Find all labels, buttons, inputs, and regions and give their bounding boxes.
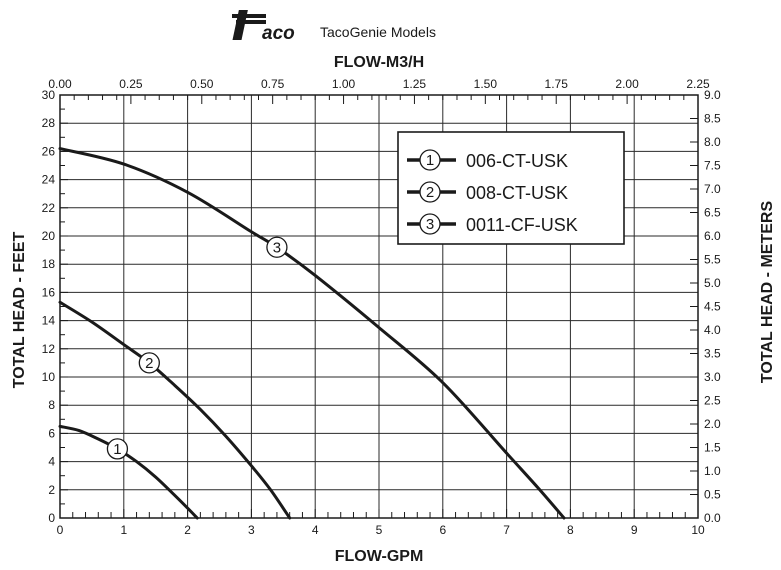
right-tick-label: 1.5: [704, 441, 721, 455]
right-tick-label: 6.0: [704, 229, 721, 243]
legend-label-3: 0011-CF-USK: [466, 215, 578, 235]
top-tick-label: 2.00: [615, 77, 639, 91]
left-tick-label: 10: [42, 370, 56, 384]
bottom-tick-label: 8: [567, 523, 574, 537]
top-tick-label: 0.25: [119, 77, 143, 91]
curve-2: [58, 300, 292, 520]
left-tick-label: 26: [42, 144, 56, 158]
legend-label-2: 008-CT-USK: [466, 183, 568, 203]
logo-wordmark: aco: [262, 23, 295, 44]
left-tick-label: 28: [42, 116, 56, 130]
left-tick-label: 4: [48, 455, 55, 469]
right-tick-label: 5.0: [704, 276, 721, 290]
left-tick-label: 14: [42, 314, 56, 328]
legend-label-1: 006-CT-USK: [466, 151, 568, 171]
curve-marker-label-3: 3: [273, 239, 281, 256]
legend-marker-3: [419, 213, 441, 235]
top-tick-label: 1.50: [474, 77, 498, 91]
legend-marker-label-1: 1: [426, 152, 434, 169]
left-tick-label: 18: [42, 257, 56, 271]
pump-curves: [58, 147, 566, 520]
left-axis-title: TOTAL HEAD - FEET: [11, 232, 28, 389]
bottom-tick-label: 6: [439, 523, 446, 537]
right-tick-label: 3.0: [704, 370, 721, 384]
top-tick-label: 1.25: [403, 77, 427, 91]
top-tick-label: 2.25: [686, 77, 710, 91]
bottom-axis-title: FLOW-GPM: [335, 548, 424, 565]
left-tick-label: 0: [48, 511, 55, 525]
left-tick-label: 24: [42, 173, 56, 187]
left-tick-label: 6: [48, 426, 55, 440]
bottom-tick-label: 7: [503, 523, 510, 537]
bottom-tick-label: 2: [184, 523, 191, 537]
bottom-tick-label: 9: [631, 523, 638, 537]
right-tick-label: 8.5: [704, 112, 721, 126]
left-tick-label: 20: [42, 229, 56, 243]
top-tick-label: 0.75: [261, 77, 285, 91]
curve-marker-1: [106, 438, 129, 460]
legend-marker-2: [419, 181, 441, 203]
legend: 1 006-CT-USK 2 008-CT-USK 3 0011-CF-USK: [397, 131, 625, 245]
curve-marker-2: [138, 352, 160, 374]
bottom-tick-label: 0: [57, 523, 64, 537]
bottom-tick-label: 3: [248, 523, 255, 537]
left-tick-label: 8: [48, 398, 55, 412]
top-tick-label: 0.00: [48, 77, 72, 91]
taco-logo: aco: [232, 10, 295, 44]
tick-labels: 0 1 2 3 4 5 6 7 8 9 100.00 0.25 0.50 0.75 1.00 1.25 1.50…: [42, 77, 721, 537]
plot-frame: [59, 94, 699, 519]
bottom-tick-label: 4: [312, 523, 319, 537]
curve-markers: 1 2 3: [106, 236, 288, 460]
right-tick-label: 3.5: [704, 347, 721, 361]
left-tick-label: 12: [42, 342, 56, 356]
right-axis-title: TOTAL HEAD - METERS: [759, 201, 776, 384]
legend-marker-1: [419, 149, 441, 171]
right-tick-label: 4.5: [704, 300, 721, 314]
curve-marker-label-1: 1: [113, 441, 121, 458]
right-tick-label: 1.0: [704, 464, 721, 478]
legend-marker-label-3: 3: [426, 216, 434, 233]
bottom-tick-label: 10: [691, 523, 705, 537]
right-tick-label: 4.0: [704, 323, 721, 337]
top-tick-label: 1.00: [332, 77, 356, 91]
tick-marks: [59, 94, 699, 519]
right-tick-label: 2.0: [704, 417, 721, 431]
curve-3: [58, 147, 566, 520]
right-tick-label: 0.0: [704, 511, 721, 525]
top-axis-title: FLOW-M3/H: [334, 54, 424, 71]
left-tick-label: 30: [42, 88, 56, 102]
right-tick-label: 2.5: [704, 394, 721, 408]
curve-marker-label-2: 2: [145, 355, 153, 372]
bottom-tick-label: 1: [120, 523, 127, 537]
legend-marker-label-2: 2: [426, 184, 434, 201]
right-tick-label: 0.5: [704, 488, 721, 502]
chart-title: TacoGenie Models: [320, 24, 436, 40]
right-tick-label: 9.0: [704, 88, 721, 102]
right-tick-label: 6.5: [704, 206, 721, 220]
right-tick-label: 7.5: [704, 159, 721, 173]
left-tick-label: 22: [42, 201, 56, 215]
right-tick-label: 8.0: [704, 135, 721, 149]
right-tick-label: 5.5: [704, 253, 721, 267]
bottom-tick-label: 5: [376, 523, 383, 537]
right-tick-label: 7.0: [704, 182, 721, 196]
curve-marker-3: [266, 236, 288, 258]
left-tick-label: 2: [48, 483, 55, 497]
top-tick-label: 0.50: [190, 77, 214, 91]
brand-header: aco TacoGenie Models: [232, 10, 436, 44]
curve-1: [58, 424, 199, 520]
top-tick-label: 1.75: [545, 77, 569, 91]
left-tick-label: 16: [42, 285, 56, 299]
